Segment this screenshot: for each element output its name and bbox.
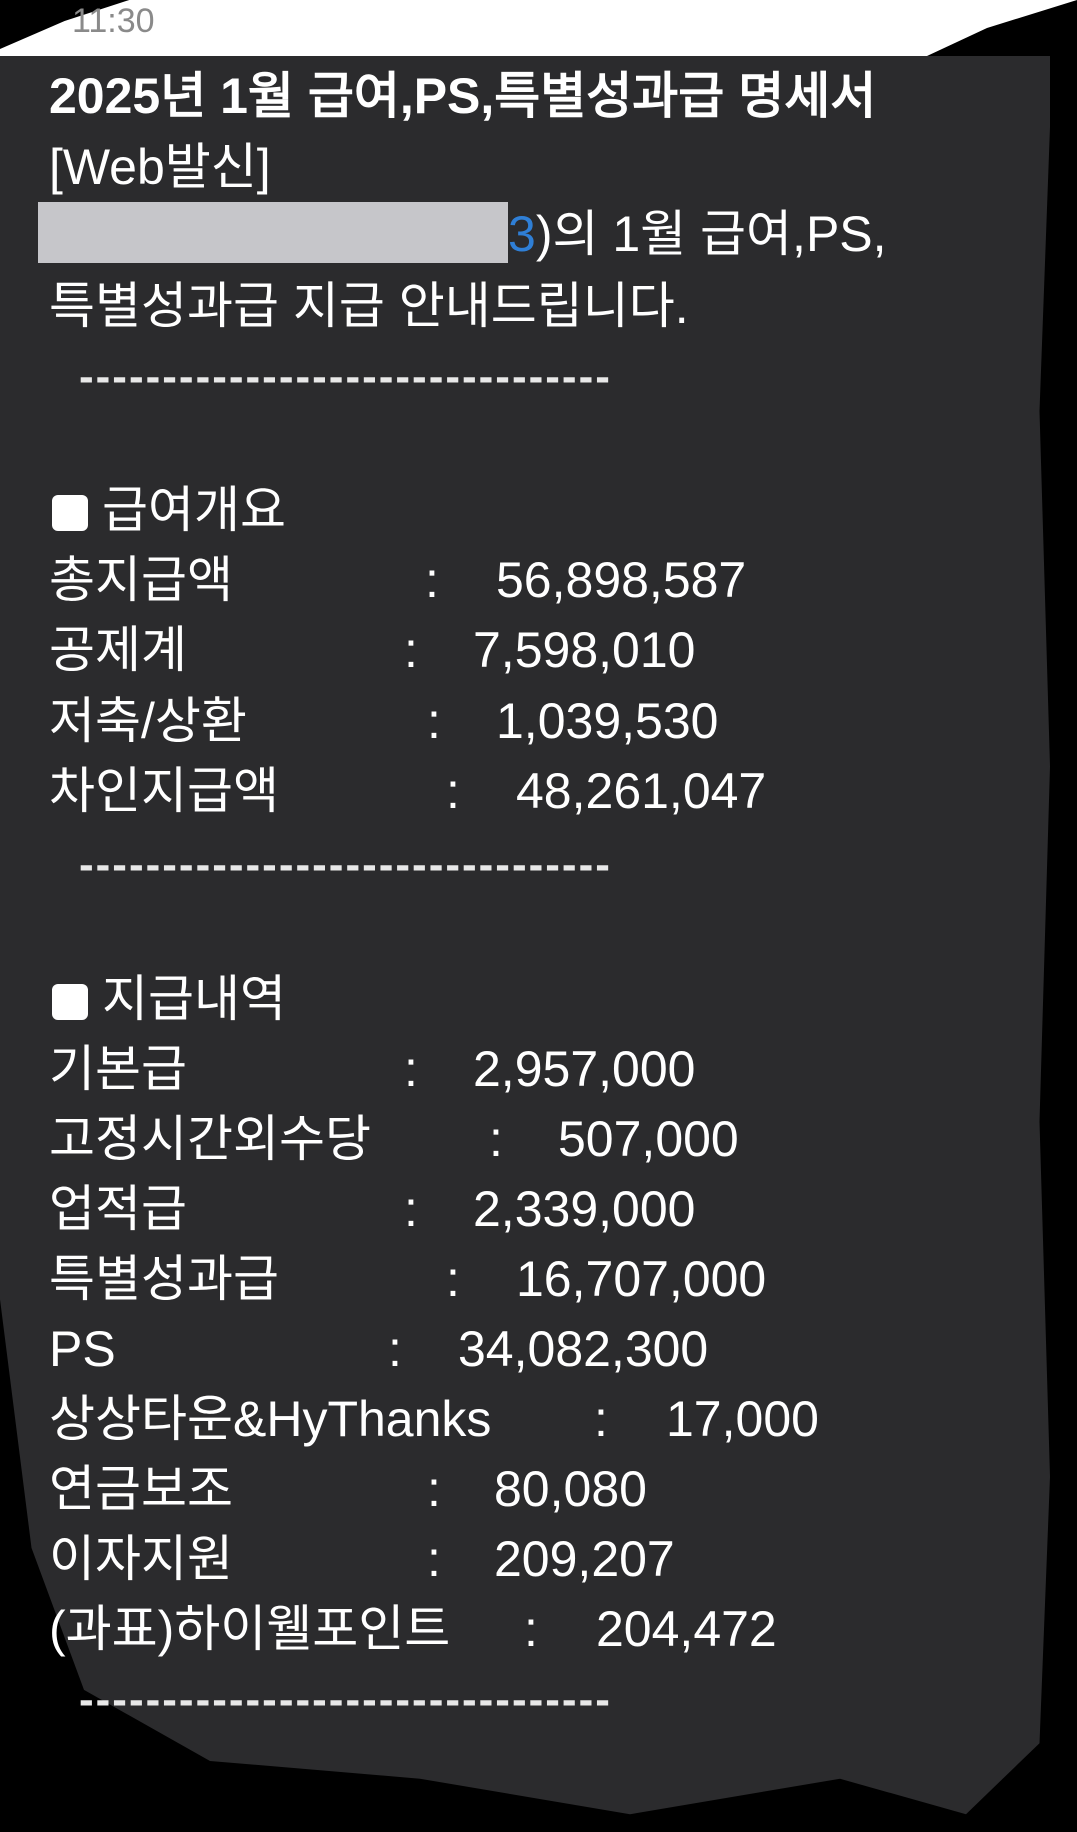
summary-heading: 급여개요	[52, 480, 286, 540]
row-value: 34,082,300	[458, 1321, 709, 1377]
row-label: 이자지원	[49, 1531, 233, 1587]
row-separator: :	[427, 1461, 441, 1517]
divider: --------------------------------	[79, 352, 612, 401]
intro-line1: 3)의 1월 급여,PS,	[508, 204, 887, 264]
row-value: 7,598,010	[473, 622, 696, 678]
row-label: 연금보조	[49, 1461, 233, 1517]
summary-heading-text: 급여개요	[102, 482, 286, 538]
row-separator: :	[404, 1181, 418, 1237]
row-value: 2,339,000	[473, 1181, 696, 1237]
row-separator: :	[404, 1041, 418, 1097]
redacted-name	[38, 202, 508, 263]
square-bullet-icon	[52, 984, 88, 1020]
divider: --------------------------------	[79, 1675, 612, 1724]
row-value: 1,039,530	[496, 693, 719, 749]
row-value: 48,261,047	[516, 763, 767, 819]
row-label: 업적급	[49, 1181, 187, 1237]
message-title: 2025년 1월 급여,PS,특별성과급 명세서	[49, 68, 877, 124]
row-separator: :	[388, 1321, 402, 1377]
message-bubble	[0, 56, 1050, 1815]
square-bullet-icon	[52, 495, 88, 531]
row-separator: :	[427, 1531, 441, 1587]
payments-heading: 지급내역	[52, 969, 286, 1029]
row-value: 56,898,587	[496, 552, 747, 608]
intro-text: )의 1월 급여,PS,	[535, 206, 887, 262]
row-label: (과표)하이웰포인트	[49, 1601, 451, 1657]
row-value: 209,207	[494, 1531, 675, 1587]
row-label: 총지급액	[49, 552, 233, 608]
row-label: 특별성과급	[49, 1251, 279, 1307]
row-separator: :	[594, 1391, 608, 1447]
payments-heading-text: 지급내역	[102, 971, 286, 1027]
row-value: 17,000	[666, 1391, 819, 1447]
row-value: 2,957,000	[473, 1041, 696, 1097]
row-label: 공제계	[49, 622, 187, 678]
intro-line2: 특별성과급 지급 안내드립니다.	[49, 278, 689, 334]
row-value: 204,472	[596, 1601, 777, 1657]
row-label: 상상타운&HyThanks	[49, 1391, 492, 1447]
row-separator: :	[404, 622, 418, 678]
row-separator: :	[489, 1111, 503, 1167]
row-label: 저축/상환	[49, 693, 247, 749]
row-value: 16,707,000	[516, 1251, 767, 1307]
status-time: 11:30	[72, 2, 155, 40]
row-separator: :	[425, 552, 439, 608]
message-subtitle: [Web발신]	[49, 139, 271, 195]
row-value: 507,000	[558, 1111, 739, 1167]
row-label: 기본급	[49, 1041, 187, 1097]
row-separator: :	[524, 1601, 538, 1657]
row-label: 고정시간외수당	[49, 1111, 371, 1167]
row-value: 80,080	[494, 1461, 647, 1517]
row-separator: :	[427, 693, 441, 749]
row-separator: :	[446, 1251, 460, 1307]
phone-link-fragment[interactable]: 3	[508, 206, 536, 262]
row-label: 차인지급액	[49, 763, 279, 819]
row-separator: :	[446, 763, 460, 819]
row-label: PS	[49, 1321, 116, 1377]
divider: --------------------------------	[79, 840, 612, 889]
